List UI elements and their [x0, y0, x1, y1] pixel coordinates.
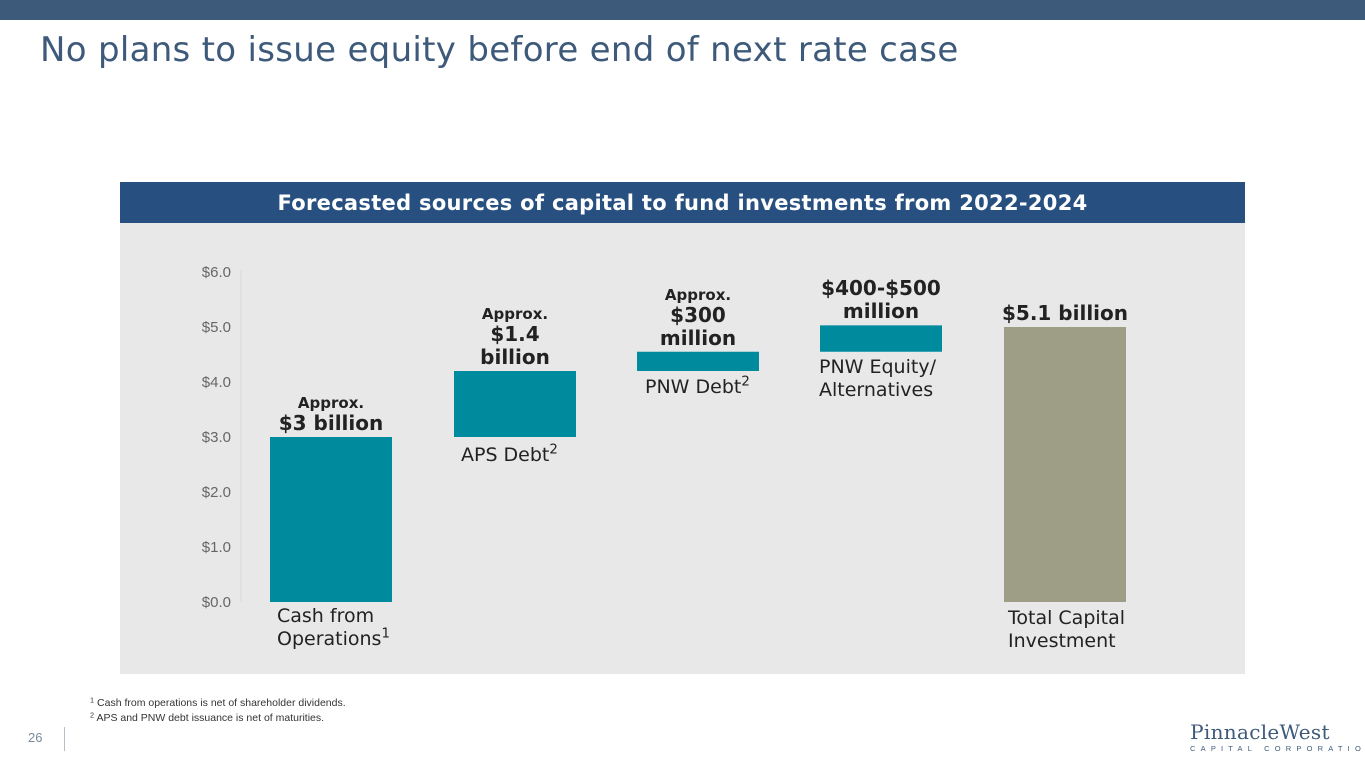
bar-label-cash-from-operations: Approx. $3 billion [241, 393, 421, 435]
footnote-1: 1 Cash from operations is net of shareho… [90, 696, 346, 711]
bar-label-pnw-equity: $400-$500 million [791, 277, 971, 323]
bar-label-pnw-debt: Approx. $300 million [608, 285, 788, 350]
bar-value-text: million [659, 325, 737, 350]
logo-tagline: CAPITAL CORPORATION [1190, 744, 1365, 753]
y-tick-label: $1.0 [202, 539, 231, 556]
footnote-text: APS and PNW debt issuance is net of matu… [96, 712, 325, 725]
footnote-number: 1 [90, 695, 95, 705]
bar-value-text: million [842, 299, 920, 324]
category-line-with-footnote: PNW Debt2 [645, 376, 750, 399]
y-tick-label: $4.0 [202, 374, 231, 391]
category-line: PNW Debt [645, 376, 742, 398]
approx-prefix: Approx. [297, 393, 365, 412]
y-tick-label: $5.0 [202, 319, 231, 336]
bar-total-capital-investment [1004, 327, 1126, 602]
pinnacle-west-logo: PinnacleWest CAPITAL CORPORATION [1190, 720, 1365, 753]
bar-value-text: $1.4 [490, 322, 540, 346]
bar-value-text: billion [480, 345, 550, 369]
footnote-marker: 1 [381, 626, 390, 642]
approx-prefix: Approx. [481, 304, 549, 323]
bar-label-total: $5.1 billion [975, 302, 1155, 325]
page-number: 26 [28, 730, 43, 745]
footnote-number: 2 [90, 710, 95, 720]
y-tick-label: $0.0 [202, 594, 231, 611]
logo-wordmark: PinnacleWest [1190, 720, 1330, 744]
category-line: Operations [277, 627, 382, 650]
bar-pnw-debt [637, 351, 759, 371]
category-label-aps-debt: APS Debt2 [461, 444, 558, 467]
category-line: APS Debt [461, 444, 550, 466]
category-line: Alternatives [819, 378, 934, 401]
bar-aps-debt [454, 371, 576, 437]
bar-value-text: $5.1 billion [1001, 301, 1129, 325]
category-label-pnw-equity: PNW Equity/ Alternatives [819, 356, 936, 402]
y-tick-label: $2.0 [202, 484, 231, 501]
footnote-marker: 2 [741, 374, 750, 390]
bar-label-aps-debt: Approx. $1.4 billion [425, 304, 605, 369]
category-line: Cash from [277, 605, 375, 627]
category-label-cash-from-operations: Cash from Operations1 [277, 605, 390, 651]
y-tick-label: $3.0 [202, 429, 231, 446]
category-label-total-capital-investment: Total Capital Investment [1008, 607, 1125, 653]
category-line-with-footnote: APS Debt2 [461, 444, 558, 467]
chart-title: Forecasted sources of capital to fund in… [120, 182, 1245, 223]
footnotes: 1 Cash from operations is net of shareho… [90, 696, 346, 726]
category-line: Total Capital [1008, 607, 1126, 629]
bar-value-text: $400-$500 [821, 276, 941, 301]
page-title: No plans to issue equity before end of n… [40, 30, 959, 70]
footnote-marker: 2 [549, 442, 558, 458]
bar-pnw-equity [820, 325, 942, 352]
category-line-with-footnote: Operations1 [277, 626, 390, 651]
bar-value-text: $3 billion [278, 411, 384, 435]
category-label-pnw-debt: PNW Debt2 [645, 376, 750, 399]
bar-value-text: $300 [670, 302, 726, 327]
approx-prefix: Approx. [664, 285, 732, 304]
bar-cash-from-operations [270, 437, 392, 602]
footnote-text: Cash from operations is net of sharehold… [97, 697, 346, 709]
page-number-divider [64, 727, 65, 751]
y-tick-label: $6.0 [202, 264, 231, 281]
footnote-2: 2 APS and PNW debt issuance is net of ma… [90, 711, 346, 726]
category-line: PNW Equity/ [819, 356, 936, 378]
category-line: Investment [1008, 629, 1116, 652]
top-accent-bar [0, 0, 1365, 20]
